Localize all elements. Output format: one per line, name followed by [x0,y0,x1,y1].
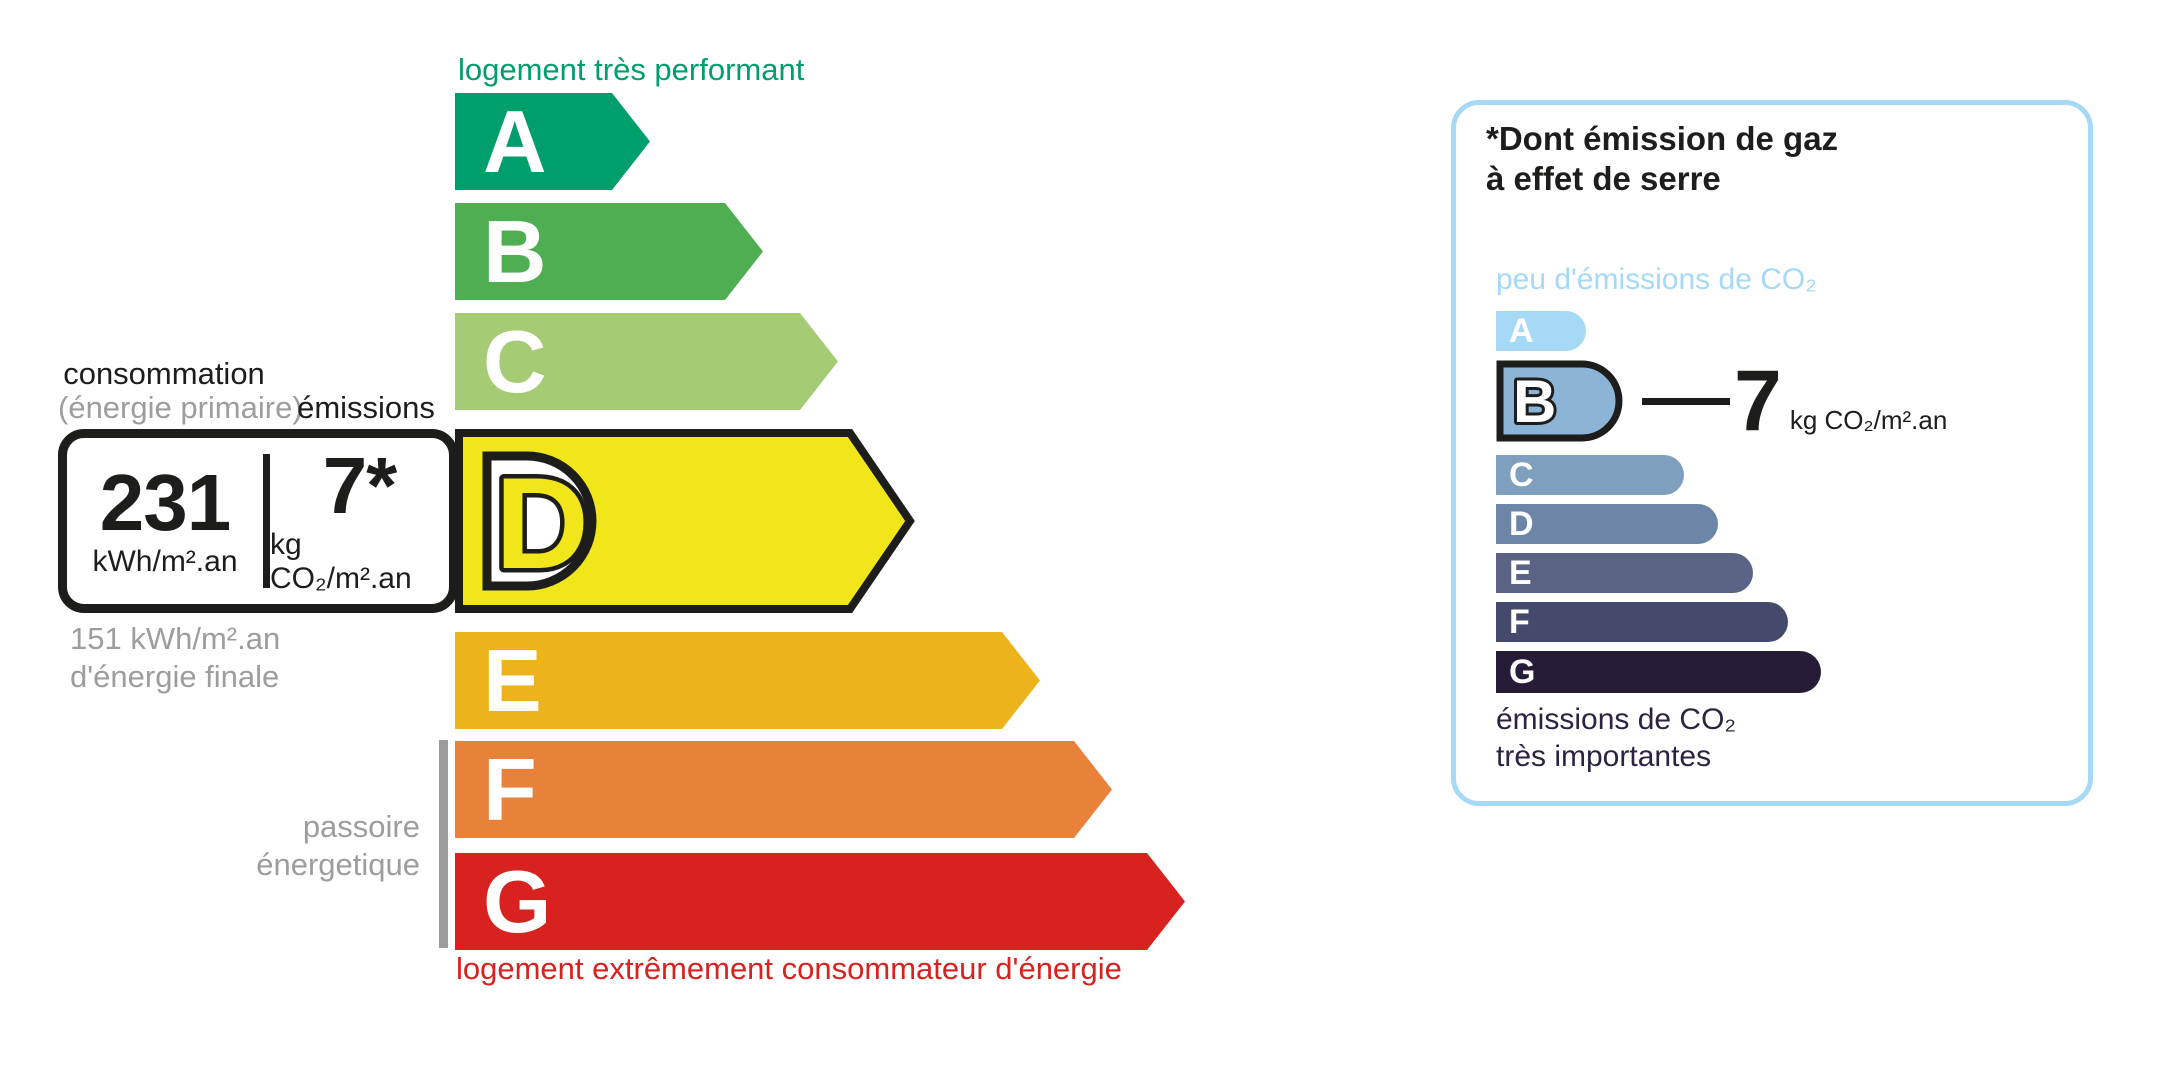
energy-bar-d-letter: D [495,450,589,596]
ges-panel: *Dont émission de gaz à effet de serre p… [1451,100,2093,806]
energy-bar-a-letter: A [483,91,547,191]
value-box-divider [263,454,270,588]
emissions-reading: 7* kg CO₂/m².an [270,438,449,604]
consumption-label: consommation [63,356,265,391]
ges-bar-g: G [1496,651,1821,693]
passoire-bracket-line [439,740,448,948]
ges-bar-c-letter: C [1509,456,1534,494]
energy-bar-c: C [455,313,838,410]
ges-value: 7 [1734,353,1782,449]
energy-bar-c-letter: C [483,311,547,411]
ges-top-label: peu d'émissions de CO₂ [1496,263,1817,296]
consumption-unit: kWh/m².an [92,545,238,578]
ges-bar-b-selected: B [1496,360,1623,442]
passoire-label: passoire énergetique [210,808,420,884]
energy-bar-e-letter: E [483,630,542,730]
ges-value-unit: kg CO₂/m².an [1789,405,1948,435]
passoire-label-line2: énergetique [256,847,420,882]
ges-bar-f: F [1496,602,1788,642]
ges-bar-g-letter: G [1509,653,1536,691]
energy-bar-d-badge [482,451,597,591]
energy-bar-a: A [455,93,650,190]
ges-bottom-label-line2: très importantes [1496,740,1712,773]
ges-bar-a-letter: A [1509,312,1534,350]
ges-bar-f-letter: F [1509,603,1530,641]
energy-top-label: logement très performant [458,52,805,87]
energy-bar-f: F [455,741,1112,838]
emissions-label: émissions [297,390,435,425]
energy-bar-b: B [455,203,763,300]
final-energy-note: 151 kWh/m².an d'énergie finale [70,620,280,696]
final-energy-line2: d'énergie finale [70,659,280,694]
energy-bar-e: E [455,632,1040,729]
primary-energy-sublabel: (énergie primaire) [58,390,303,425]
emissions-value: 7* [322,441,398,530]
consumption-value: 231 [99,458,231,547]
energy-bar-b-letter: B [483,201,547,301]
energy-bottom-label: logement extrêmement consommateur d'éner… [456,951,1122,986]
ges-value-callout: 7 kg CO₂/m².an [1642,353,1948,449]
ges-bar-a: A [1496,311,1586,351]
energy-bar-g-letter: G [483,851,552,951]
ges-callout-line [1642,397,1730,405]
ges-bar-e-letter: E [1509,554,1532,592]
energy-bar-f-letter: F [483,739,537,839]
ges-panel-title-line1: *Dont émission de gaz [1486,120,1839,157]
ges-bar-b-letter: B [1513,368,1556,435]
ges-bar-d-letter: D [1509,505,1534,543]
ges-bar-b-shape [1496,360,1623,442]
dpe-value-box: 231 kWh/m².an 7* kg CO₂/m².an [58,429,458,613]
ges-bottom-label-line1: émissions de CO₂ [1496,703,1737,736]
emissions-unit: kg CO₂/m².an [270,528,412,595]
ges-panel-title-line2: à effet de serre [1486,160,1721,197]
ges-bar-c: C [1496,455,1684,495]
consumption-reading: 231 kWh/m².an [67,438,263,604]
ges-bar-e: E [1496,553,1753,593]
ges-bottom-label: émissions de CO₂ très importantes [1496,701,1736,775]
energy-bar-d-selected: D [455,429,915,613]
energy-bar-g: G [455,853,1185,950]
ges-panel-title: *Dont émission de gaz à effet de serre [1486,119,1838,199]
ges-bar-d: D [1496,504,1718,544]
passoire-label-line1: passoire [302,809,420,844]
final-energy-line1: 151 kWh/m².an [70,621,281,656]
